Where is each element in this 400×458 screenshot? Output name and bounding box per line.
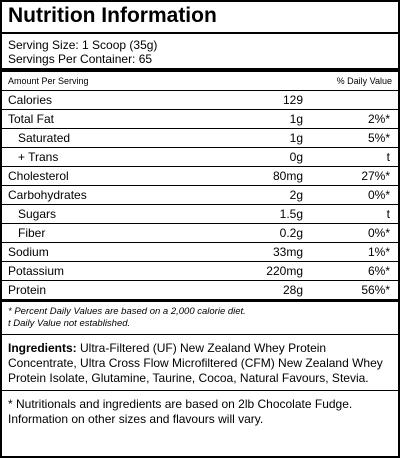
daily-value: 0%* [367, 226, 390, 240]
daily-value: 1%* [367, 245, 390, 259]
amount: 220mg [266, 264, 303, 278]
daily-value: 6%* [367, 264, 390, 278]
nutrient-name: Potassium [8, 264, 65, 278]
footnotes: * Percent Daily Values are based on a 2,… [2, 302, 398, 335]
nutrient-row: Carbohydrates 2g 0%* [2, 186, 398, 205]
column-headers: Amount Per Serving % Daily Value [2, 72, 398, 91]
ingredients-label: Ingredients: [8, 341, 77, 355]
nutrient-row: Saturated 1g 5%* [2, 129, 398, 148]
column-header: Amount Per Serving [8, 76, 89, 86]
amount: 129 [282, 93, 303, 107]
nutrient-row: Cholesterol 80mg 27%* [2, 167, 398, 186]
amount: 33mg [272, 245, 303, 259]
nutrient-row: Potassium 220mg 6%* [2, 262, 398, 281]
nutrient-name: Fiber [18, 226, 46, 240]
nutrient-name: Carbohydrates [8, 188, 87, 202]
amount: 80mg [272, 169, 303, 183]
nutrient-row: Sugars 1.5g t [2, 205, 398, 224]
amount: 0g [289, 150, 303, 164]
amount: 2g [289, 188, 303, 202]
nutrient-name: Calories [8, 93, 53, 107]
nutrient-row: Sodium 33mg 1%* [2, 243, 398, 262]
note: * Nutritionals and ingredients are based… [8, 397, 353, 426]
nutrient-row: Protein 28g 56%* [2, 281, 398, 302]
title: Nutrition Information [2, 2, 398, 34]
serving-info: Serving Size: 1 Scoop (35g) Servings Per… [2, 34, 398, 72]
nutrient-row: Fiber 0.2g 0%* [2, 224, 398, 243]
daily-value: 2%* [367, 112, 390, 126]
daily-value: 56%* [361, 283, 390, 297]
nutrient-name: Protein [8, 283, 47, 297]
ingredients-text: Ultra-Filtered (UF) New Zealand Whey Pro… [8, 341, 383, 385]
column-header: % Daily Value [336, 76, 392, 86]
servings-label: Servings Per Container: [8, 52, 136, 66]
nutrient-table: Calories 129 Total Fat 1g 2%* Saturated 1g 5%* +… [2, 91, 398, 302]
amount: 1g [289, 112, 303, 126]
nutrient-row: Calories 129 [2, 91, 398, 110]
nutrient-name: Cholesterol [8, 169, 69, 183]
nutrient-row: Total Fat 1g 2%* [2, 110, 398, 129]
footnote: * Percent Daily Values are based on a 2,… [8, 306, 246, 317]
footnote: t Daily Value not established. [8, 318, 131, 329]
amount: 1.5g [279, 207, 303, 221]
nutrient-name: Saturated [18, 131, 71, 145]
ingredients: Ingredients: Ultra-Filtered (UF) New Zea… [2, 335, 398, 391]
servings-value: 65 [138, 52, 153, 66]
amount: 1g [289, 131, 303, 145]
nutrient-row: + Trans 0g t [2, 148, 398, 167]
daily-value: t [386, 150, 390, 164]
nutrient-name: + Trans [18, 150, 59, 164]
nutrient-name: Sugars [18, 207, 57, 221]
daily-value: 0%* [367, 188, 390, 202]
serving-size: Serving Size: 1 Scoop (35g) [8, 38, 158, 52]
nutrient-name: Total Fat [8, 112, 55, 126]
servings-per-container: Servings Per Container: 65 [8, 52, 392, 66]
amount: 28g [282, 283, 303, 297]
daily-value: 5%* [367, 131, 390, 145]
daily-value: t [386, 207, 390, 221]
daily-value: 27%* [361, 169, 390, 183]
nutrient-name: Sodium [8, 245, 49, 259]
amount: 0.2g [279, 226, 303, 240]
